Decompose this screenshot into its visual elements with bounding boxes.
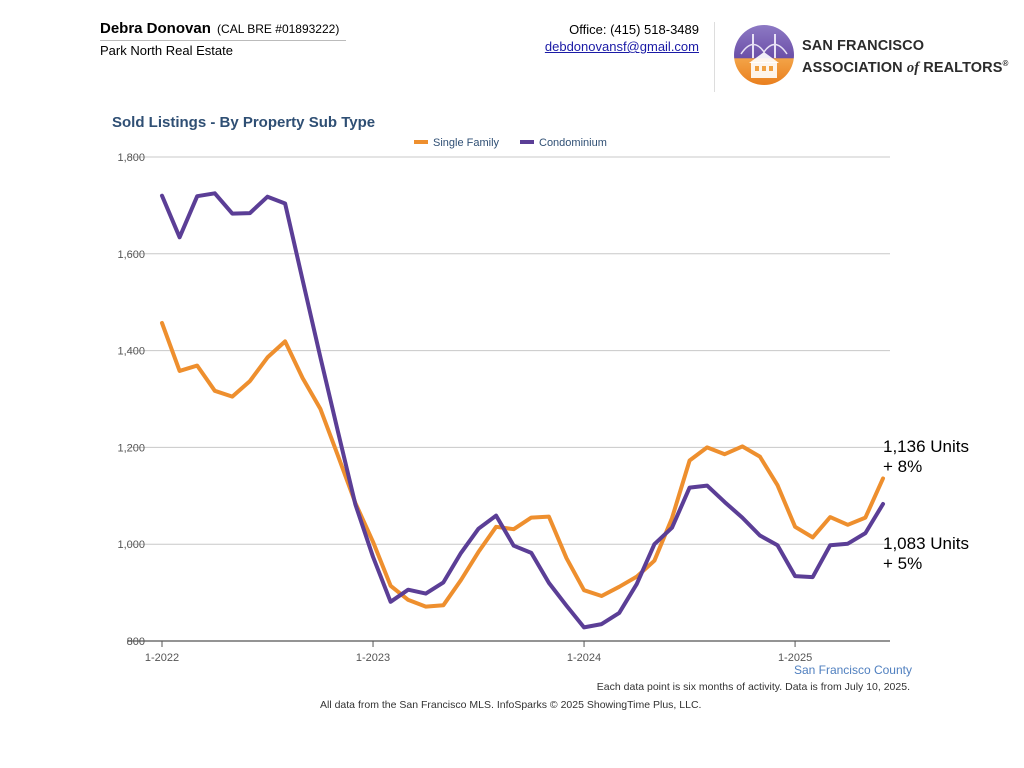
x-tick-label: 1-2024	[567, 652, 601, 664]
agent-underline	[100, 40, 346, 41]
legend: Single Family Condominium	[414, 137, 607, 149]
y-tick-label: 1,800	[117, 152, 145, 164]
series-line-0	[160, 321, 885, 609]
y-tick-label: 1,200	[117, 442, 145, 454]
x-tick-label: 1-2023	[356, 652, 390, 664]
annotation-change: + 8%	[883, 457, 922, 476]
legend-label: Condominium	[539, 137, 607, 149]
y-axis: 800 1,000 1,200 1,400 1,600 1,800	[117, 152, 145, 648]
logo-line2-of: of	[906, 59, 920, 76]
legend-label: Single Family	[433, 137, 500, 149]
y-tick-label: 1,000	[117, 539, 145, 551]
x-tick-label: 1-2025	[778, 652, 812, 664]
sf-realtors-logo-icon	[734, 25, 794, 85]
header-divider	[714, 22, 715, 92]
annotation-units: 1,136 Units	[883, 437, 969, 456]
email-link[interactable]: debdonovansf@gmail.com	[544, 39, 699, 54]
agent-name: Debra Donovan (CAL BRE #01893222)	[100, 20, 339, 37]
logo-line2-a: ASSOCIATION	[802, 59, 907, 76]
office-phone: Office: (415) 518-3489	[569, 22, 699, 37]
agent-name-text: Debra Donovan	[100, 20, 211, 37]
logo-line2-b: REALTORS	[919, 59, 1003, 76]
y-tick-label: 800	[127, 636, 145, 648]
logo-text: SAN FRANCISCO ASSOCIATION of REALTORS®	[802, 38, 1008, 77]
grid	[127, 156, 890, 642]
y-tick-label: 1,400	[117, 346, 145, 358]
logo-line1: SAN FRANCISCO	[802, 38, 925, 54]
logo-reg: ®	[1002, 59, 1009, 68]
logo-line2: ASSOCIATION of REALTORS®	[802, 55, 1008, 77]
annotations: 1,136 Units+ 8% 1,083 Units+ 5%	[883, 437, 969, 573]
annotation-units: 1,083 Units	[883, 534, 969, 553]
x-axis: 1-2022 1-2023 1-2024 1-2025	[145, 641, 812, 664]
data-note: Each data point is six months of activit…	[596, 681, 910, 693]
annotation-change: + 5%	[883, 554, 922, 573]
chart-title: Sold Listings - By Property Sub Type	[112, 114, 376, 131]
county-label: San Francisco County	[793, 663, 912, 677]
series-line-1	[160, 191, 885, 630]
y-tick-label: 1,600	[117, 249, 145, 261]
series-lines	[160, 191, 885, 630]
data-source: All data from the San Francisco MLS. Inf…	[320, 699, 702, 711]
x-tick-label: 1-2022	[145, 652, 179, 664]
agent-license: (CAL BRE #01893222)	[217, 22, 340, 36]
agent-company: Park North Real Estate	[100, 43, 233, 58]
